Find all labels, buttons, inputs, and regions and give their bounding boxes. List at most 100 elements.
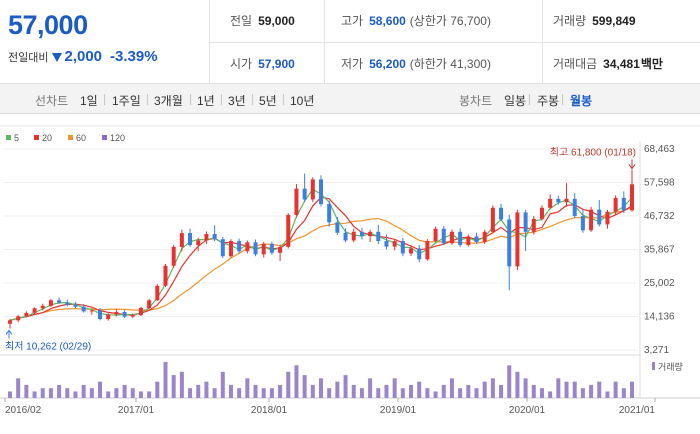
volume-bar	[368, 378, 373, 398]
divider	[252, 94, 253, 105]
volume-bar	[564, 381, 569, 398]
candle-body	[65, 302, 70, 305]
candle-body	[163, 265, 168, 286]
volume-bar	[286, 371, 291, 398]
period-1d-button[interactable]: 1일	[80, 94, 98, 108]
period-3m-button[interactable]: 3개월	[154, 94, 183, 108]
volume-bar	[98, 381, 103, 398]
x-tick-label: 2019/01	[380, 405, 417, 416]
volume-bar	[269, 388, 274, 398]
volume-bar	[81, 384, 86, 398]
candle-body	[466, 236, 471, 246]
volume-bar	[605, 391, 610, 398]
legend-label: 60	[76, 133, 86, 143]
period-1y-button[interactable]: 1년	[197, 94, 215, 108]
stat-label: 전일	[230, 14, 253, 28]
volume-bar	[392, 378, 397, 398]
candle-body	[98, 310, 103, 320]
candle-monthly-button[interactable]: 월봉	[570, 94, 593, 108]
volume-bar	[114, 388, 119, 398]
candle-body	[310, 179, 315, 200]
divider	[210, 42, 700, 43]
volume-bar	[179, 371, 184, 398]
period-1w-button[interactable]: 1주일	[112, 94, 141, 108]
volume-bar	[425, 388, 430, 398]
volume-bar	[376, 388, 381, 398]
candle-body	[286, 214, 291, 247]
candle-body	[204, 233, 209, 241]
volume-bar	[630, 381, 634, 398]
candle-daily-button[interactable]: 일봉	[504, 94, 527, 108]
volume-bar	[417, 381, 422, 398]
divider	[283, 94, 284, 105]
stat-value: 34,481	[603, 57, 640, 71]
divider	[562, 94, 563, 105]
volume-bar	[73, 391, 78, 398]
legend: 5 20 60 120	[6, 133, 125, 143]
open-stat: 시가 57,900	[230, 55, 295, 72]
change-amount: 2,000	[64, 48, 103, 65]
candle-body	[171, 246, 176, 266]
candle-body	[523, 212, 528, 232]
candle-body	[138, 307, 143, 316]
volume-bar	[441, 384, 446, 398]
period-3y-button[interactable]: 3년	[228, 94, 246, 108]
candle-body	[409, 248, 414, 254]
candle-body	[302, 188, 307, 200]
volume-bar	[482, 381, 487, 398]
candle-body	[57, 300, 62, 303]
volume-legend-swatch	[652, 362, 655, 370]
candle-body	[245, 242, 250, 252]
volume-bar	[171, 375, 176, 398]
low-stat: 저가 56,200 (하한가 41,300)	[341, 55, 491, 72]
candle-body	[490, 207, 495, 232]
stat-value: 57,900	[258, 57, 295, 71]
candle-body	[474, 236, 479, 242]
candle-body	[89, 310, 94, 312]
candle-body	[212, 233, 217, 240]
candle-body	[81, 306, 86, 312]
legend-swatch	[34, 135, 39, 140]
candle-body	[269, 243, 274, 253]
candle-body	[8, 320, 12, 324]
candle-body	[548, 198, 553, 208]
stat-label: 거래대금	[553, 57, 598, 71]
candle-weekly-button[interactable]: 주봉	[537, 94, 560, 108]
candle-body	[359, 231, 364, 237]
y-axis: 68,463 57,598 46,732 35,867 25,002 14,136 3,27…	[644, 144, 675, 356]
candle-chart-label: 봉차트	[459, 94, 493, 108]
volume-bar	[507, 365, 512, 398]
candle-body	[589, 209, 594, 231]
candle-body	[376, 231, 381, 242]
period-10y-button[interactable]: 10년	[290, 94, 315, 108]
volume-bar	[122, 384, 127, 398]
upper-limit: (상한가 76,700)	[409, 14, 491, 28]
candle-body	[343, 232, 348, 241]
candle-body	[319, 179, 323, 205]
chart-toolbar: 선차트 1일 1주일 3개월 1년 3년 5년 10년 봉차트 일봉 주봉 월봉	[0, 84, 700, 114]
period-5y-button[interactable]: 5년	[259, 94, 277, 108]
volume-bar	[449, 378, 454, 398]
stat-label: 거래량	[553, 14, 587, 28]
volume-bar	[138, 391, 143, 398]
down-arrow-icon	[52, 53, 63, 62]
volume-bar	[572, 381, 577, 398]
volume-bar	[351, 384, 356, 398]
stat-value: 599,849	[592, 14, 636, 28]
volume-bar	[548, 391, 553, 398]
change-row: 전일대비 2,000 -3.39%	[8, 48, 158, 65]
x-tick-label: 2018/01	[251, 405, 288, 416]
volume-bar	[458, 388, 463, 398]
volume-bar	[310, 384, 315, 398]
volume-bar	[130, 388, 135, 398]
candle-body	[294, 188, 299, 215]
candle-body	[335, 222, 340, 233]
legend-swatch	[6, 135, 11, 140]
y-tick-label: 46,732	[644, 211, 675, 222]
candle-body	[433, 228, 438, 242]
current-price: 57,000	[8, 10, 88, 40]
candle-body	[24, 312, 29, 317]
volume-bar	[515, 371, 520, 398]
stat-value: 58,600	[369, 14, 406, 28]
